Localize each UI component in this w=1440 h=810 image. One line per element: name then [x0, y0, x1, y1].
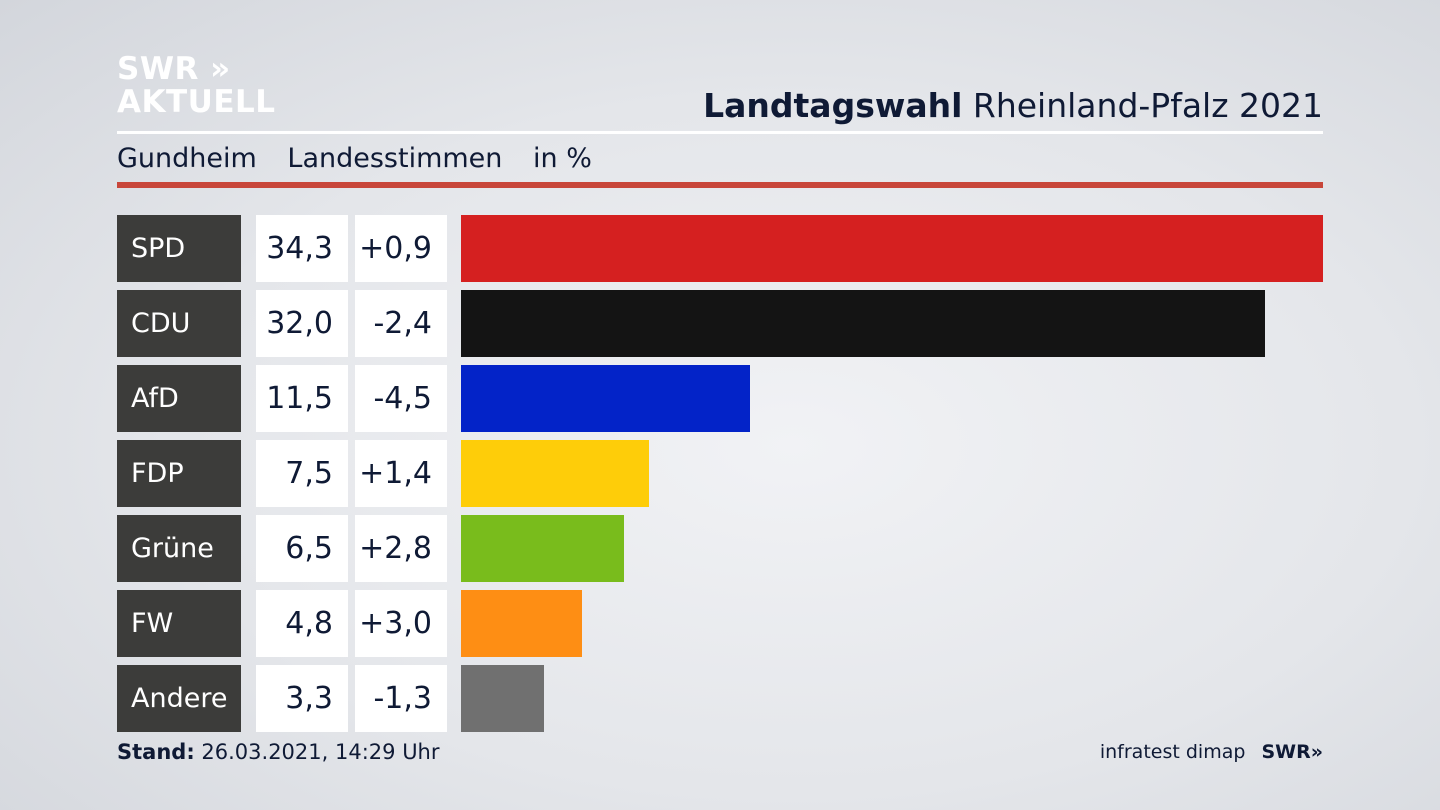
value-label: 11,5	[256, 365, 348, 432]
change-label: +2,8	[355, 515, 447, 582]
value-label: 32,0	[256, 290, 348, 357]
party-label: FDP	[117, 440, 241, 507]
subtitle-unit: in %	[533, 143, 592, 174]
value-label: 3,3	[256, 665, 348, 732]
bar	[461, 665, 544, 732]
bar-row: SPD 34,3 +0,9	[117, 215, 1323, 282]
bar	[461, 440, 649, 507]
party-label: AfD	[117, 365, 241, 432]
change-label: -1,3	[355, 665, 447, 732]
bar	[461, 290, 1265, 357]
timestamp: Stand: 26.03.2021, 14:29 Uhr	[117, 740, 440, 764]
swr-aktuell-logo: SWR » AKTUELL	[117, 53, 276, 119]
bar	[461, 590, 582, 657]
source-credit: infratest dimap SWR»	[1100, 741, 1323, 763]
change-label: +0,9	[355, 215, 447, 282]
subtitle-place: Gundheim	[117, 143, 257, 174]
logo-line-1: SWR »	[117, 51, 231, 87]
subtitle-divider	[117, 182, 1323, 188]
swr-brand: SWR»	[1261, 741, 1323, 763]
chart-title: Landtagswahl Rheinland-Pfalz 2021	[703, 86, 1323, 125]
party-label: Andere	[117, 665, 241, 732]
bar	[461, 515, 624, 582]
bar	[461, 365, 750, 432]
title-bold: Landtagswahl	[703, 86, 963, 125]
party-label: FW	[117, 590, 241, 657]
party-label: Grüne	[117, 515, 241, 582]
bar-row: CDU 32,0 -2,4	[117, 290, 1323, 357]
change-label: +1,4	[355, 440, 447, 507]
source-name: infratest dimap	[1099, 741, 1246, 763]
bar-row: Andere 3,3 -1,3	[117, 665, 1323, 732]
bar-row: FW 4,8 +3,0	[117, 590, 1323, 657]
value-label: 6,5	[256, 515, 348, 582]
stand-label: Stand:	[117, 740, 195, 764]
bar	[461, 215, 1323, 282]
subtitle-measure: Landesstimmen	[287, 143, 503, 174]
value-label: 7,5	[256, 440, 348, 507]
change-label: +3,0	[355, 590, 447, 657]
stand-value: 26.03.2021, 14:29 Uhr	[201, 740, 440, 764]
value-label: 34,3	[256, 215, 348, 282]
logo-line-2: AKTUELL	[117, 84, 276, 120]
bar-row: FDP 7,5 +1,4	[117, 440, 1323, 507]
bar-row: AfD 11,5 -4,5	[117, 365, 1323, 432]
party-label: SPD	[117, 215, 241, 282]
value-label: 4,8	[256, 590, 348, 657]
change-label: -4,5	[355, 365, 447, 432]
title-rest: Rheinland-Pfalz 2021	[972, 86, 1323, 125]
party-label: CDU	[117, 290, 241, 357]
change-label: -2,4	[355, 290, 447, 357]
header-divider	[117, 131, 1323, 134]
chart-subtitle: Gundheim Landesstimmen in %	[117, 143, 614, 174]
bar-row: Grüne 6,5 +2,8	[117, 515, 1323, 582]
